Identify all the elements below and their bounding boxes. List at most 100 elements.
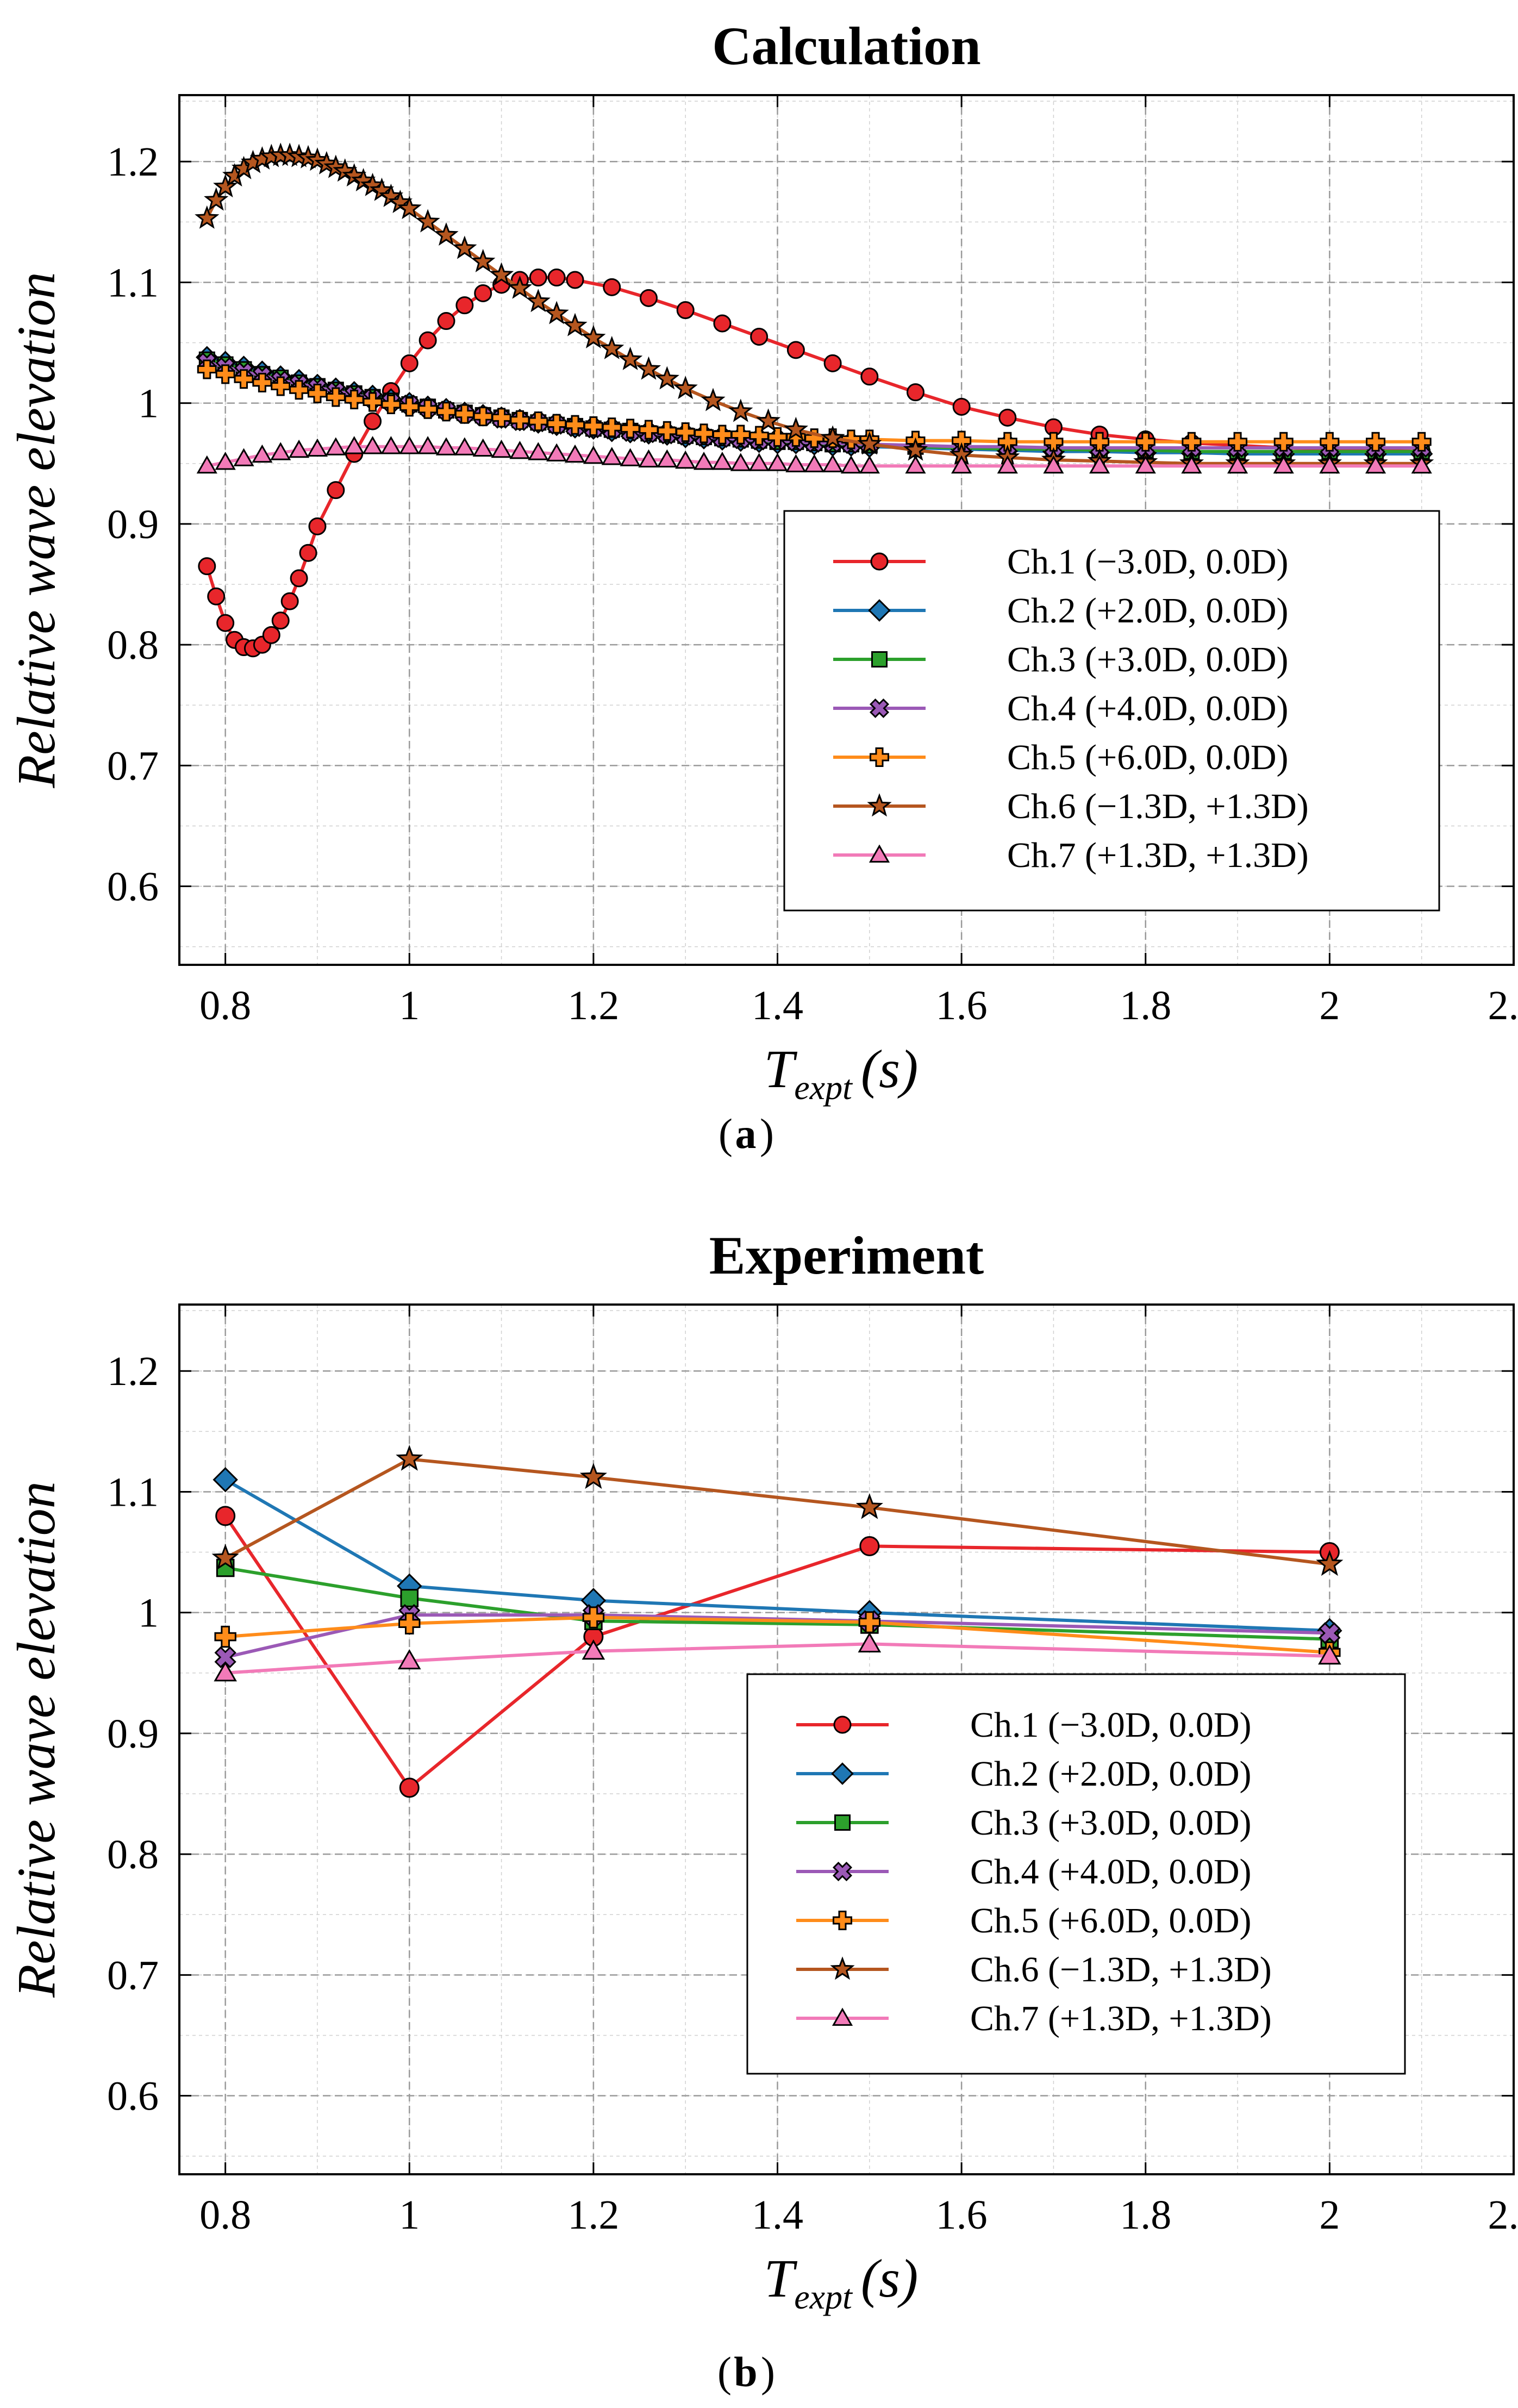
data-point-ch-5-6-0d-0-0d (381, 394, 401, 414)
data-point-ch-7-1-3d-1-3d (859, 455, 880, 474)
data-point-ch-1-3-0d-0-0d (547, 269, 566, 287)
data-point-ch-5-6-0d-0-0d (1090, 432, 1110, 452)
data-point-ch-4-4-0d-0-0d (1319, 1622, 1341, 1644)
data-point-ch-6-1-3d-1-3d (581, 325, 606, 348)
data-point-ch-7-1-3d-1-3d (785, 454, 807, 472)
data-point-ch-5-6-0d-0-0d (712, 425, 732, 445)
data-point-ch-7-1-3d-1-3d (997, 455, 1018, 474)
data-point-ch-1-3-0d-0-0d (437, 312, 455, 330)
x-axis-label-sub: expt (794, 2278, 853, 2316)
y-axis-label: Relative wave elevation (6, 272, 66, 789)
data-point-ch-5-6-0d-0-0d (271, 376, 291, 396)
x-tick-label: 0.8 (199, 2192, 251, 2238)
legend-marker (870, 747, 889, 767)
data-point-ch-5-6-0d-0-0d (858, 1611, 881, 1633)
y-tick-label: 0.6 (107, 2074, 159, 2119)
data-point-ch-1-3-0d-0-0d (529, 269, 547, 287)
legend-label: Ch.3 (+3.0D, 0.0D) (1007, 640, 1289, 679)
data-point-ch-1-3-0d-0-0d (271, 612, 290, 630)
legend-label: Ch.6 (−1.3D, +1.3D) (970, 1950, 1272, 1989)
data-point-ch-1-3-0d-0-0d (215, 1506, 236, 1526)
data-point-ch-7-1-3d-1-3d (417, 436, 439, 454)
data-point-ch-5-6-0d-0-0d (676, 422, 696, 442)
data-point-ch-1-3-0d-0-0d (364, 412, 382, 431)
data-point-ch-5-6-0d-0-0d (730, 425, 751, 445)
data-point-ch-7-1-3d-1-3d (675, 450, 696, 469)
data-point-ch-7-1-3d-1-3d (564, 444, 586, 463)
data-point-ch-5-6-0d-0-0d (749, 426, 769, 446)
legend-label: Ch.2 (+2.0D, 0.0D) (970, 1754, 1252, 1794)
x-tick-label: 0.8 (199, 983, 251, 1028)
data-point-ch-6-1-3d-1-3d (783, 416, 808, 440)
data-point-ch-7-1-3d-1-3d (620, 448, 641, 466)
data-point-ch-5-6-0d-0-0d (1320, 432, 1340, 452)
data-point-ch-6-1-3d-1-3d (701, 388, 726, 411)
y-tick-label: 0.7 (107, 743, 159, 789)
data-point-ch-6-1-3d-1-3d (211, 1544, 239, 1570)
data-point-ch-1-3-0d-0-0d (262, 626, 280, 644)
series-ch-1-3-0d-0-0d (215, 1506, 1340, 1798)
data-point-ch-1-3-0d-0-0d (566, 271, 584, 289)
series-ch-7-1-3d-1-3d (196, 436, 1432, 474)
data-point-ch-7-1-3d-1-3d (233, 448, 254, 466)
data-point-ch-7-1-3d-1-3d (711, 452, 733, 470)
series-ch-7-1-3d-1-3d (214, 1632, 1341, 1682)
data-point-ch-7-1-3d-1-3d (491, 439, 512, 458)
data-point-ch-6-1-3d-1-3d (654, 366, 679, 390)
legend-label: Ch.5 (+6.0D, 0.0D) (1007, 738, 1289, 777)
data-point-ch-7-1-3d-1-3d (509, 441, 530, 459)
data-point-ch-6-1-3d-1-3d (820, 425, 845, 449)
data-point-ch-1-3-0d-0-0d (639, 289, 658, 307)
data-point-ch-7-1-3d-1-3d (730, 453, 751, 471)
data-point-ch-7-1-3d-1-3d (583, 445, 604, 464)
data-point-ch-1-3-0d-0-0d (455, 296, 474, 315)
data-point-ch-1-3-0d-0-0d (823, 354, 842, 372)
legend-marker (833, 1715, 852, 1734)
data-point-ch-5-6-0d-0-0d (547, 414, 567, 434)
data-point-ch-3-3-0d-0-0d (400, 1589, 419, 1607)
data-point-ch-1-3-0d-0-0d (290, 569, 308, 588)
data-point-ch-5-6-0d-0-0d (694, 423, 714, 444)
legend-marker (831, 1762, 854, 1785)
data-point-ch-6-1-3d-1-3d (579, 1463, 607, 1489)
x-tick-label: 1.8 (1120, 2192, 1171, 2238)
data-point-ch-5-6-0d-0-0d (952, 431, 972, 451)
legend-label: Ch.6 (−1.3D, +1.3D) (1007, 787, 1309, 826)
data-point-ch-7-1-3d-1-3d (693, 452, 715, 470)
data-point-ch-1-3-0d-0-0d (474, 284, 492, 302)
x-tick-label: 2.2 (1488, 983, 1518, 1028)
data-point-ch-5-6-0d-0-0d (197, 359, 217, 379)
y-tick-label: 1.1 (107, 260, 159, 305)
data-point-ch-7-1-3d-1-3d (289, 439, 310, 458)
legend-box (746, 1673, 1406, 2075)
legend-marker (833, 1911, 852, 1930)
legend-label: Ch.3 (+3.0D, 0.0D) (970, 1803, 1252, 1843)
data-point-ch-6-1-3d-1-3d (213, 174, 238, 198)
data-point-ch-7-1-3d-1-3d (214, 1661, 237, 1682)
y-tick-label: 1.1 (107, 1469, 159, 1515)
data-point-ch-6-1-3d-1-3d (471, 248, 496, 272)
data-point-ch-1-3-0d-0-0d (952, 397, 971, 416)
x-tick-label: 2 (1319, 2192, 1340, 2238)
y-tick-label: 0.9 (107, 502, 159, 547)
data-point-ch-1-3-0d-0-0d (399, 1777, 420, 1798)
data-point-ch-7-1-3d-1-3d (657, 449, 678, 467)
data-point-ch-7-1-3d-1-3d (1181, 455, 1202, 474)
data-point-ch-6-1-3d-1-3d (452, 235, 477, 259)
data-point-ch-7-1-3d-1-3d (748, 453, 770, 471)
data-point-ch-7-1-3d-1-3d (840, 455, 862, 474)
legend-label: Ch.5 (+6.0D, 0.0D) (970, 1901, 1252, 1941)
data-point-ch-1-3-0d-0-0d (327, 481, 345, 500)
data-point-ch-7-1-3d-1-3d (1227, 455, 1248, 474)
data-point-ch-5-6-0d-0-0d (398, 1612, 421, 1635)
data-point-ch-7-1-3d-1-3d (215, 452, 236, 470)
data-point-ch-7-1-3d-1-3d (858, 1632, 882, 1652)
plot-frame (178, 94, 1515, 966)
data-point-ch-7-1-3d-1-3d (380, 436, 402, 454)
y-tick-label: 0.6 (107, 864, 159, 910)
x-axis-label-main: T (764, 1039, 798, 1099)
data-point-ch-5-6-0d-0-0d (510, 410, 530, 430)
data-point-ch-5-6-0d-0-0d (620, 419, 640, 439)
legend-label: Ch.7 (+1.3D, +1.3D) (1007, 835, 1309, 875)
